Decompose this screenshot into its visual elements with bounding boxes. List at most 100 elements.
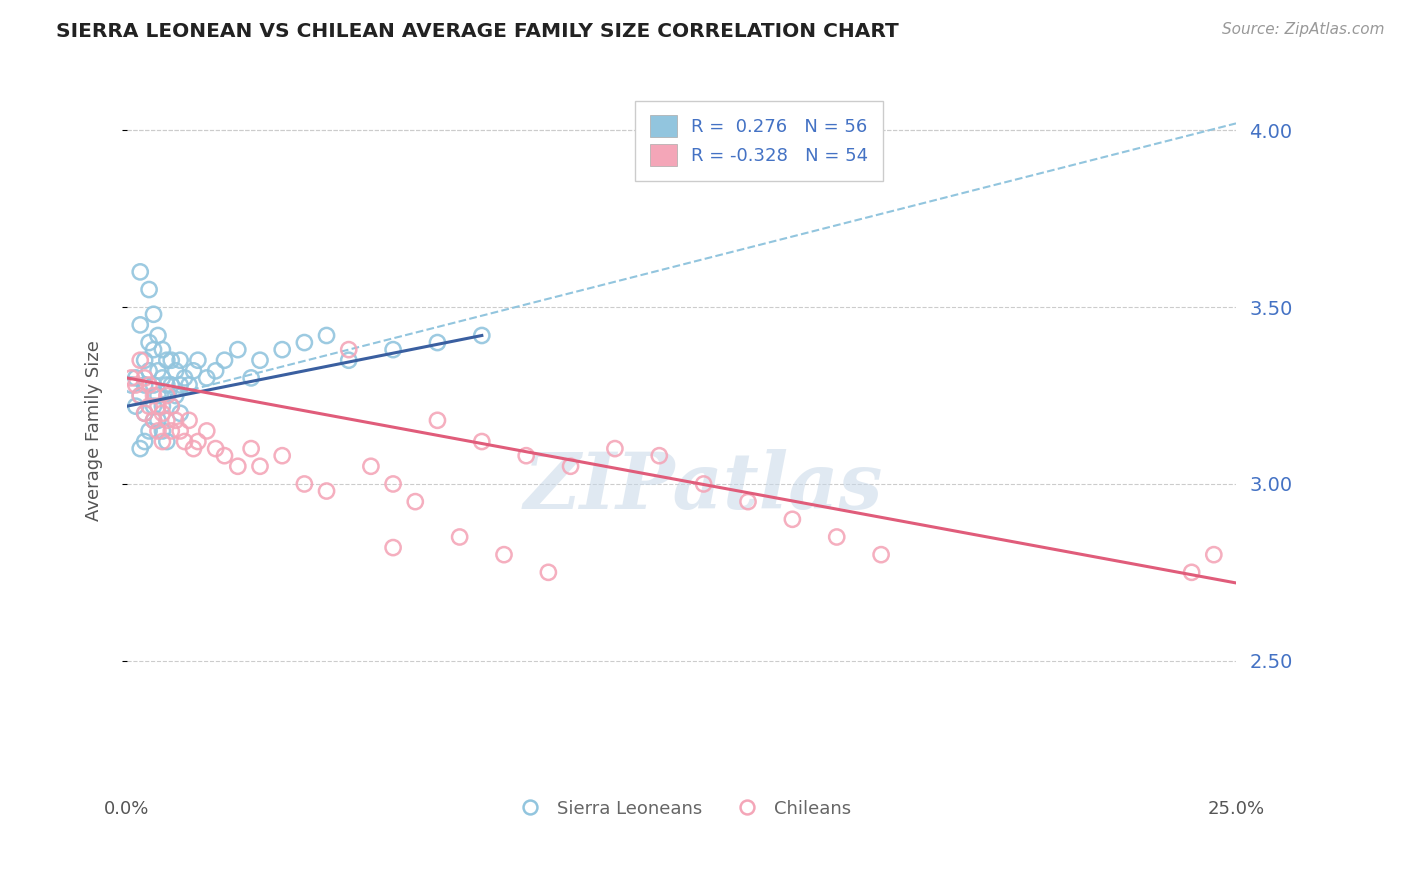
Point xyxy=(177,413,200,427)
Point xyxy=(195,371,218,385)
Point xyxy=(737,494,759,508)
Point xyxy=(156,434,179,449)
Point xyxy=(292,335,315,350)
Point xyxy=(177,378,200,392)
Point xyxy=(226,343,249,357)
Point xyxy=(125,371,148,385)
Point xyxy=(156,413,179,427)
Point xyxy=(169,424,191,438)
Point xyxy=(138,399,160,413)
Point xyxy=(134,406,156,420)
Point xyxy=(146,399,169,413)
Point xyxy=(240,442,263,456)
Point xyxy=(169,406,191,420)
Point xyxy=(146,388,169,402)
Point xyxy=(692,477,714,491)
Point xyxy=(195,424,218,438)
Point xyxy=(134,406,156,420)
Point xyxy=(146,424,169,438)
Point xyxy=(129,353,152,368)
Point xyxy=(648,449,671,463)
Point xyxy=(160,424,183,438)
Point xyxy=(138,378,160,392)
Point xyxy=(142,307,165,321)
Point xyxy=(152,406,174,420)
Point xyxy=(134,353,156,368)
Point xyxy=(603,442,626,456)
Point xyxy=(782,512,804,526)
Point xyxy=(315,328,337,343)
Point xyxy=(146,413,169,427)
Point xyxy=(142,378,165,392)
Point xyxy=(226,459,249,474)
Point xyxy=(214,353,236,368)
Point xyxy=(142,388,165,402)
Point xyxy=(183,364,205,378)
Point xyxy=(1181,566,1204,580)
Point xyxy=(825,530,848,544)
Point xyxy=(152,371,174,385)
Point xyxy=(165,413,187,427)
Point xyxy=(160,378,183,392)
Point xyxy=(292,477,315,491)
Point xyxy=(160,353,183,368)
Point xyxy=(125,399,148,413)
Point xyxy=(382,343,405,357)
Point xyxy=(404,494,426,508)
Point xyxy=(169,353,191,368)
Point xyxy=(426,413,449,427)
Point xyxy=(129,388,152,402)
Y-axis label: Average Family Size: Average Family Size xyxy=(86,341,103,521)
Point xyxy=(156,378,179,392)
Point xyxy=(204,442,226,456)
Point xyxy=(142,399,165,413)
Point xyxy=(134,371,156,385)
Point xyxy=(382,477,405,491)
Point xyxy=(449,530,471,544)
Point xyxy=(183,442,205,456)
Point xyxy=(173,434,195,449)
Point xyxy=(129,442,152,456)
Point xyxy=(129,265,152,279)
Point xyxy=(152,424,174,438)
Text: ZIPatlas: ZIPatlas xyxy=(524,450,883,525)
Point xyxy=(492,548,515,562)
Point xyxy=(382,541,405,555)
Point xyxy=(146,328,169,343)
Text: SIERRA LEONEAN VS CHILEAN AVERAGE FAMILY SIZE CORRELATION CHART: SIERRA LEONEAN VS CHILEAN AVERAGE FAMILY… xyxy=(56,22,898,41)
Point xyxy=(249,353,271,368)
Point xyxy=(426,335,449,350)
Point xyxy=(142,343,165,357)
Point xyxy=(152,343,174,357)
Point xyxy=(165,388,187,402)
Point xyxy=(515,449,537,463)
Point xyxy=(142,413,165,427)
Point xyxy=(315,483,337,498)
Point xyxy=(337,353,360,368)
Point xyxy=(160,399,183,413)
Point xyxy=(129,388,152,402)
Point xyxy=(138,424,160,438)
Point xyxy=(870,548,893,562)
Point xyxy=(271,343,294,357)
Point xyxy=(560,459,582,474)
Point xyxy=(138,335,160,350)
Point xyxy=(173,371,195,385)
Text: Source: ZipAtlas.com: Source: ZipAtlas.com xyxy=(1222,22,1385,37)
Point xyxy=(160,399,183,413)
Point xyxy=(152,399,174,413)
Point xyxy=(138,364,160,378)
Point xyxy=(165,364,187,378)
Point xyxy=(146,364,169,378)
Point xyxy=(537,566,560,580)
Point xyxy=(134,378,156,392)
Point xyxy=(187,353,209,368)
Point xyxy=(152,434,174,449)
Point xyxy=(204,364,226,378)
Point xyxy=(134,434,156,449)
Point xyxy=(120,378,142,392)
Point xyxy=(240,371,263,385)
Point xyxy=(471,328,494,343)
Point xyxy=(142,413,165,427)
Point xyxy=(337,343,360,357)
